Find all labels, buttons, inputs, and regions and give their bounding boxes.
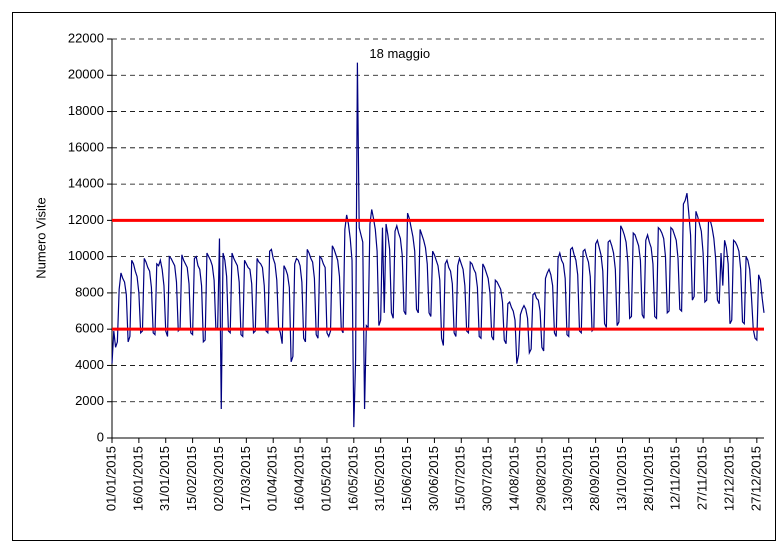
x-tick-label: 29/08/2015 bbox=[533, 446, 548, 511]
x-tick-label: 16/04/2015 bbox=[292, 446, 307, 511]
x-tick-label: 12/12/2015 bbox=[721, 446, 736, 511]
y-tick-label: 14000 bbox=[68, 176, 104, 191]
x-tick-label: 30/06/2015 bbox=[426, 446, 441, 511]
x-tick-label: 13/10/2015 bbox=[614, 446, 629, 511]
x-tick-label: 02/03/2015 bbox=[211, 446, 226, 511]
y-tick-label: 20000 bbox=[68, 67, 104, 82]
y-tick-label: 0 bbox=[97, 429, 104, 444]
x-tick-label: 31/05/2015 bbox=[372, 446, 387, 511]
x-tick-label: 15/02/2015 bbox=[184, 446, 199, 511]
y-tick-label: 16000 bbox=[68, 139, 104, 154]
y-tick-label: 6000 bbox=[75, 321, 104, 336]
x-tick-label: 28/10/2015 bbox=[641, 446, 656, 511]
y-axis-label: Numero Visite bbox=[33, 197, 48, 278]
x-tick-label: 01/01/2015 bbox=[103, 446, 118, 511]
y-tick-label: 8000 bbox=[75, 284, 104, 299]
y-tick-label: 2000 bbox=[75, 393, 104, 408]
y-tick-label: 18000 bbox=[68, 103, 104, 118]
x-tick-label: 16/01/2015 bbox=[130, 446, 145, 511]
x-tick-label: 30/07/2015 bbox=[480, 446, 495, 511]
y-tick-label: 4000 bbox=[75, 357, 104, 372]
x-tick-label: 15/07/2015 bbox=[453, 446, 468, 511]
x-tick-label: 27/11/2015 bbox=[695, 446, 710, 510]
x-tick-label: 14/08/2015 bbox=[506, 446, 521, 511]
x-tick-label: 15/06/2015 bbox=[399, 446, 414, 511]
x-tick-label: 12/11/2015 bbox=[668, 446, 683, 510]
y-tick-label: 22000 bbox=[68, 30, 104, 45]
annotation: 18 maggio bbox=[369, 46, 430, 61]
x-tick-label: 17/03/2015 bbox=[238, 446, 253, 511]
data-line bbox=[111, 62, 765, 428]
x-tick-label: 01/04/2015 bbox=[265, 446, 280, 511]
x-tick-label: 13/09/2015 bbox=[560, 446, 575, 511]
x-tick-label: 01/05/2015 bbox=[318, 446, 333, 511]
x-tick-label: 31/01/2015 bbox=[157, 446, 172, 511]
x-tick-label: 28/09/2015 bbox=[587, 446, 602, 511]
x-tick-label: 16/05/2015 bbox=[345, 446, 360, 511]
y-tick-label: 10000 bbox=[68, 248, 104, 263]
y-tick-label: 12000 bbox=[68, 212, 104, 227]
x-tick-label: 27/12/2015 bbox=[748, 446, 763, 511]
